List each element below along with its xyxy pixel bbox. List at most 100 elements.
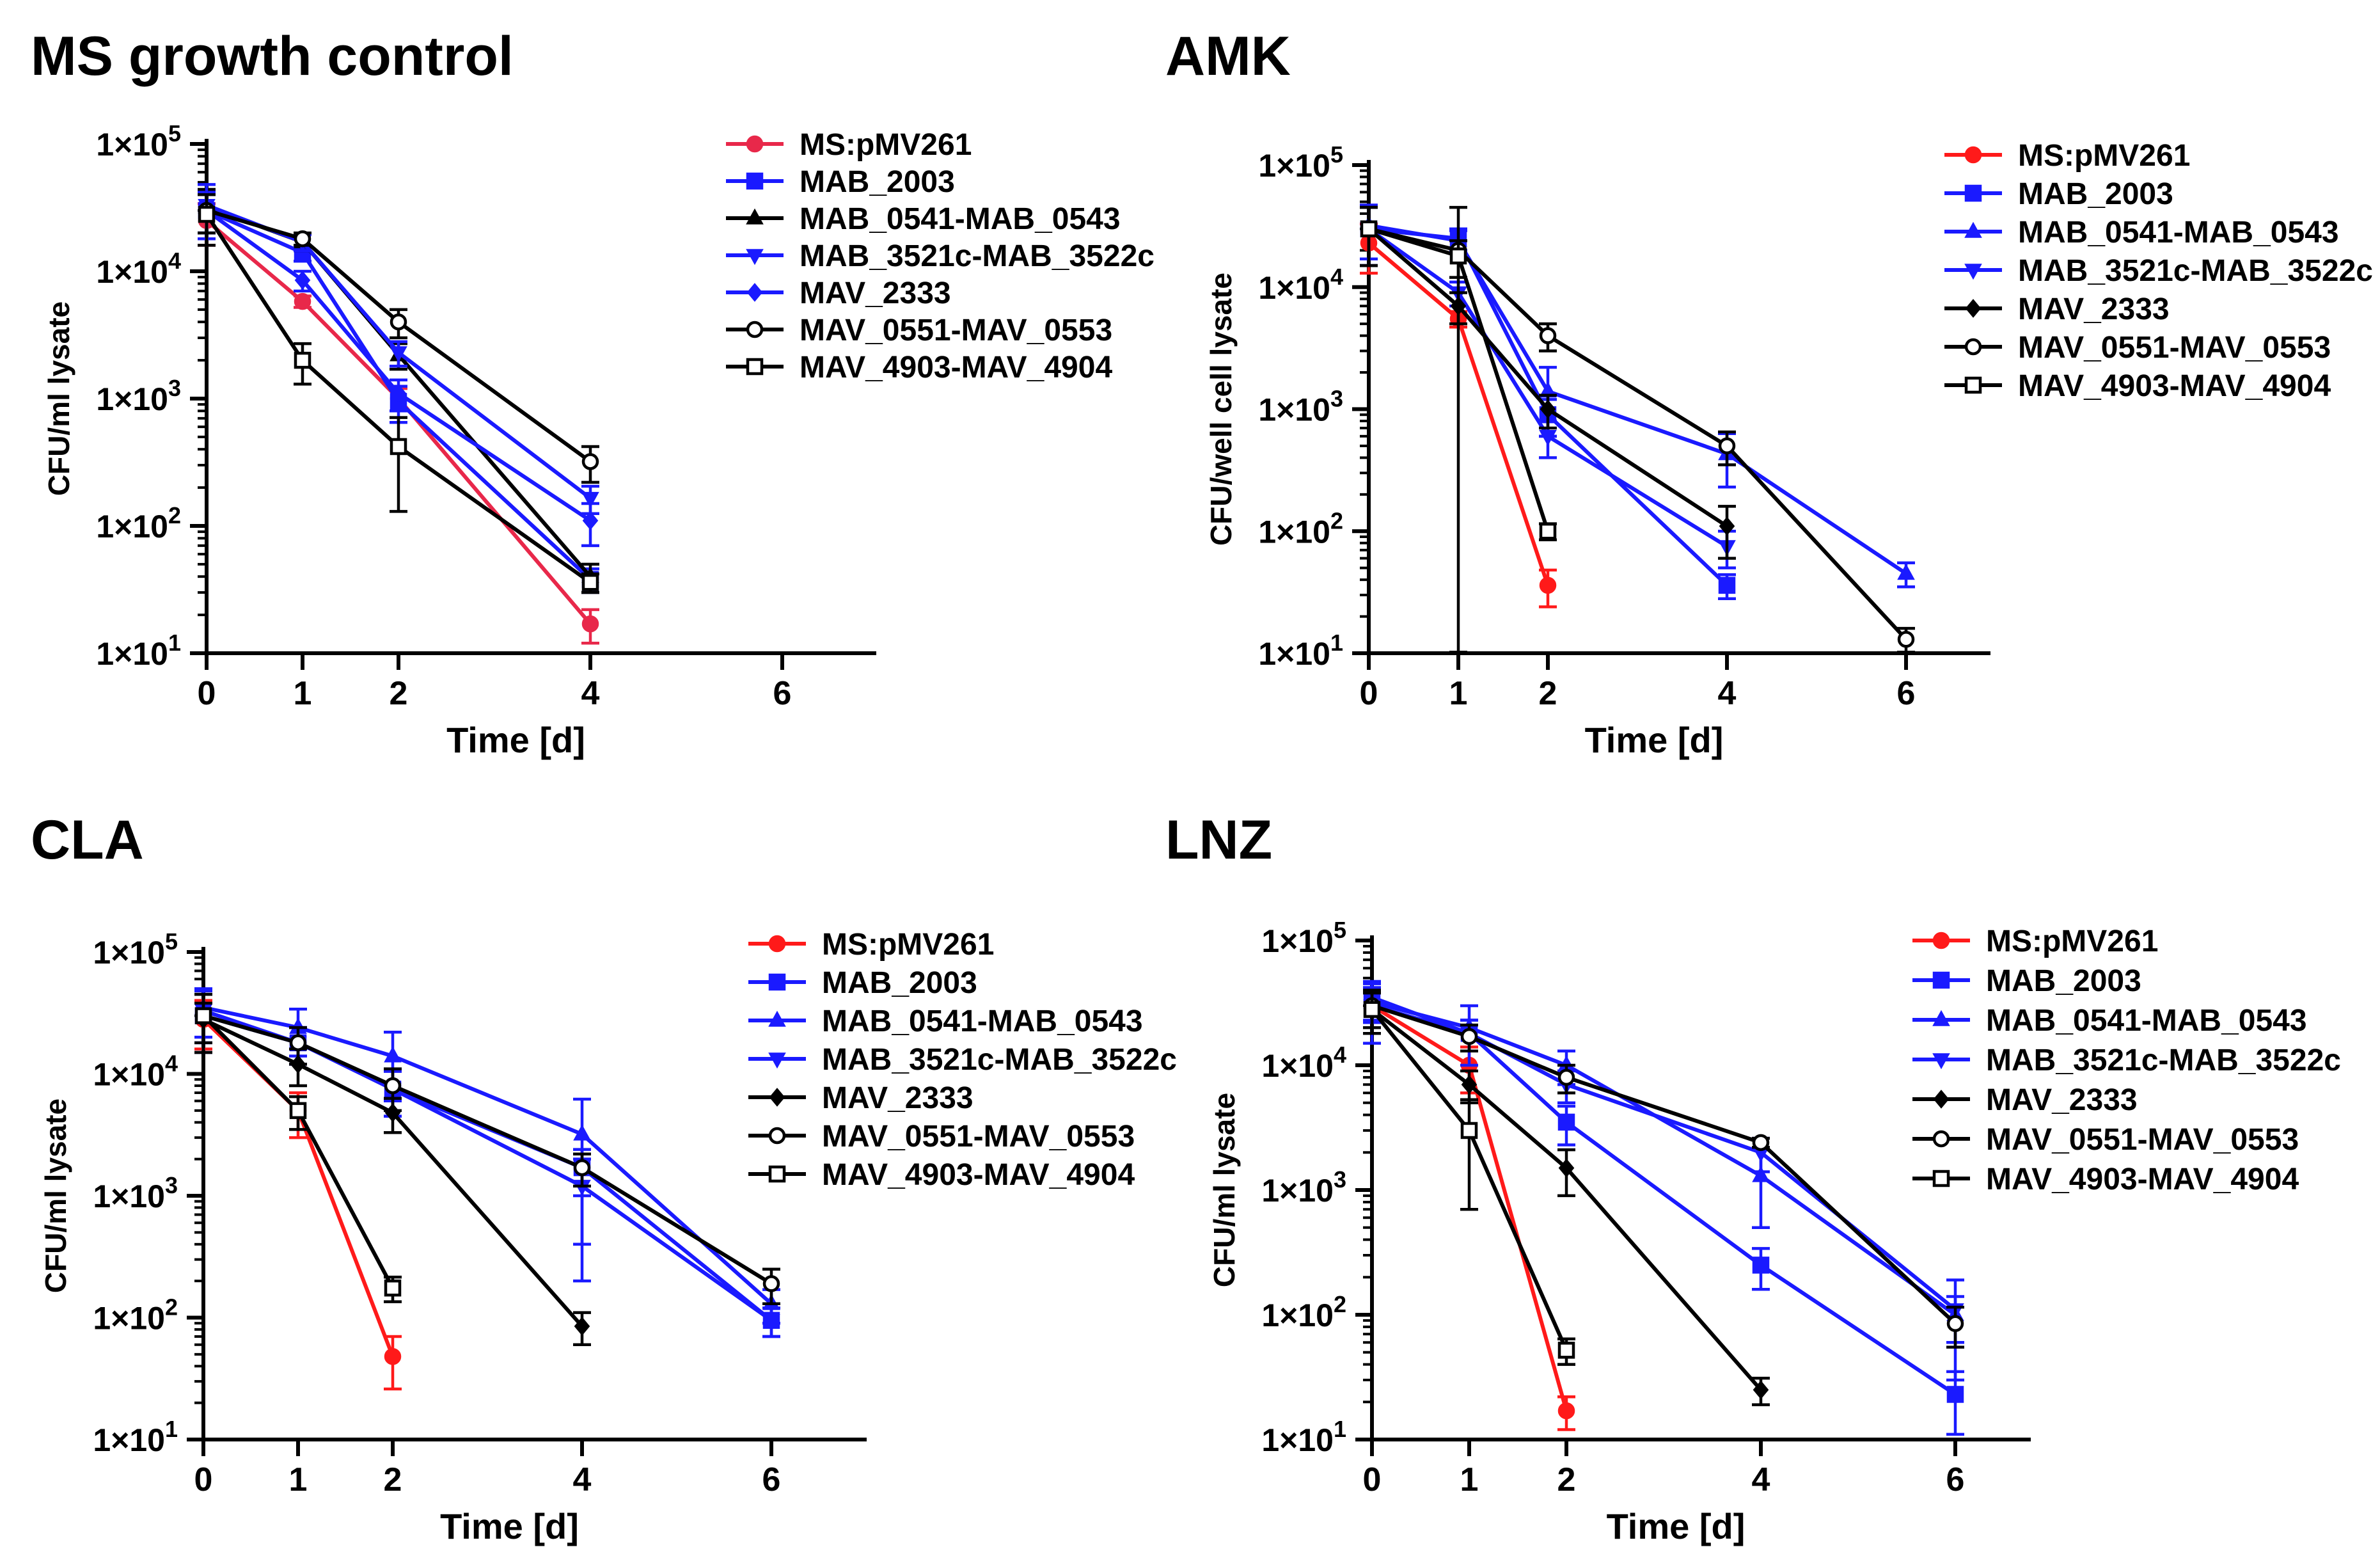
series-MAV_4903-MAV_4904 — [1360, 205, 1557, 541]
y-tick-label: 1×105 — [93, 928, 178, 971]
legend-label: MAV_2333 — [1986, 1083, 2138, 1117]
data-point — [1946, 1386, 1964, 1403]
legend-marker — [746, 208, 764, 225]
data-point — [581, 615, 599, 633]
y-tick-label: 1×102 — [96, 502, 181, 544]
legend-marker — [1964, 146, 1982, 164]
data-point — [1363, 1001, 1381, 1019]
data-point — [390, 384, 407, 403]
x-tick-label: 1 — [289, 1461, 308, 1498]
data-point — [1557, 1342, 1575, 1359]
y-axis-label: CFU/ml lysate — [42, 301, 75, 496]
legend-marker — [768, 1165, 786, 1183]
y-tick-label: 1×103 — [96, 375, 181, 417]
y-tick-label: 1×102 — [1261, 1291, 1346, 1333]
series-MAB_0541-MAB_0543 — [1360, 203, 1915, 589]
series-line — [1371, 1004, 1957, 1312]
chart-title: CLA — [31, 809, 144, 871]
data-point — [1753, 1380, 1769, 1400]
data-point — [1558, 1158, 1575, 1178]
legend-marker — [768, 1010, 786, 1027]
legend-label: MAV_4903-MAV_4904 — [2018, 369, 2331, 403]
data-point — [1557, 1402, 1575, 1420]
legend-label: MAB_2003 — [2018, 177, 2173, 211]
legend-label: MAB_0541-MAB_0543 — [800, 202, 1121, 236]
data-point — [289, 1102, 307, 1120]
data-point — [1461, 1075, 1478, 1094]
data-point — [289, 1034, 307, 1052]
data-point — [762, 1275, 780, 1292]
legend-marker — [1933, 1090, 1950, 1109]
data-point — [384, 1077, 402, 1095]
series-MAB_2003 — [1363, 980, 1964, 1436]
y-tick-label: 1×102 — [93, 1294, 178, 1337]
series-line — [205, 219, 592, 626]
y-tick-label: 1×101 — [93, 1416, 178, 1458]
x-tick-label: 4 — [573, 1461, 592, 1498]
y-tick-label: 1×102 — [1258, 507, 1343, 550]
chart-panel-3: CLA 1×101 1×102 1×103 1×104 1×105 0 1 2 4 6 Time [d… — [31, 809, 1177, 1546]
legend-label: MAB_3521c-MAB_3522c — [822, 1043, 1177, 1077]
data-point — [1539, 576, 1557, 594]
x-axis-label: Time [d] — [1607, 1506, 1746, 1546]
x-axis-label: Time [d] — [446, 720, 585, 760]
x-tick-label: 2 — [1557, 1461, 1576, 1498]
x-tick-label: 2 — [1539, 675, 1557, 712]
data-point — [384, 1279, 402, 1297]
y-axis-label: CFU/ml lysate — [39, 1099, 72, 1293]
legend-marker — [1932, 1170, 1950, 1187]
y-tick-label: 1×105 — [1261, 917, 1346, 959]
legend-label: MAB_2003 — [800, 165, 955, 199]
series-line — [1371, 996, 1957, 1396]
legend-marker — [768, 973, 786, 991]
x-tick-label: 1 — [1460, 1461, 1479, 1498]
data-point — [1539, 327, 1557, 344]
data-point — [1897, 631, 1915, 648]
series-MAB_2003 — [194, 992, 780, 1338]
y-tick-label: 1×101 — [1258, 630, 1343, 672]
x-tick-label: 6 — [1946, 1461, 1965, 1498]
legend-label: MAB_3521c-MAB_3522c — [2018, 254, 2373, 288]
legend-label: MS:pMV261 — [800, 128, 972, 162]
legend-label: MAV_4903-MAV_4904 — [800, 351, 1112, 385]
series-MAV_4903-MAV_4904 — [1363, 991, 1575, 1366]
y-tick-label: 1×101 — [1261, 1416, 1346, 1458]
series-MAV_0551-MAV_0553 — [1360, 205, 1915, 654]
data-point — [1718, 437, 1736, 455]
legend-marker — [746, 358, 764, 376]
y-tick-label: 1×104 — [93, 1051, 178, 1093]
data-point — [581, 574, 599, 591]
x-tick-label: 4 — [1718, 675, 1737, 712]
x-axis-label: Time [d] — [1585, 720, 1724, 760]
data-point — [1946, 1315, 1964, 1333]
data-point — [390, 438, 407, 456]
x-tick-label: 1 — [294, 675, 312, 712]
y-tick-label: 1×103 — [1258, 386, 1343, 428]
legend-marker — [1964, 264, 1982, 280]
chart-panel-4: LNZ 1×101 1×102 1×103 1×104 1×105 0 1 2 4 6 Time [d… — [1165, 809, 2341, 1546]
legend-label: MS:pMV261 — [1986, 924, 2158, 958]
legend-label: MAV_0551-MAV_0553 — [2018, 331, 2331, 365]
x-tick-label: 4 — [581, 675, 600, 712]
legend-label: MS:pMV261 — [2018, 139, 2190, 173]
legend-marker — [746, 283, 763, 302]
legend-marker — [1965, 299, 1982, 318]
series-line — [202, 1017, 584, 1328]
chart-title: AMK — [1165, 26, 1291, 87]
y-tick-label: 1×101 — [96, 630, 181, 672]
data-point — [1719, 516, 1735, 536]
y-axis-label: CFU/well cell lysate — [1204, 273, 1238, 546]
legend-label: MAB_0541-MAB_0543 — [1986, 1004, 2307, 1038]
series-MAB_0541-MAB_0543 — [1363, 986, 1964, 1344]
data-point — [1752, 1134, 1770, 1152]
legend-marker — [1932, 932, 1950, 949]
y-tick-label: 1×103 — [93, 1172, 178, 1214]
data-point — [390, 313, 407, 331]
legend-marker — [746, 249, 764, 266]
y-tick-label: 1×105 — [96, 120, 181, 163]
series-line — [205, 209, 592, 523]
data-point — [1539, 523, 1557, 540]
legend-marker — [1932, 1010, 1950, 1026]
series-line — [1371, 1000, 1957, 1317]
